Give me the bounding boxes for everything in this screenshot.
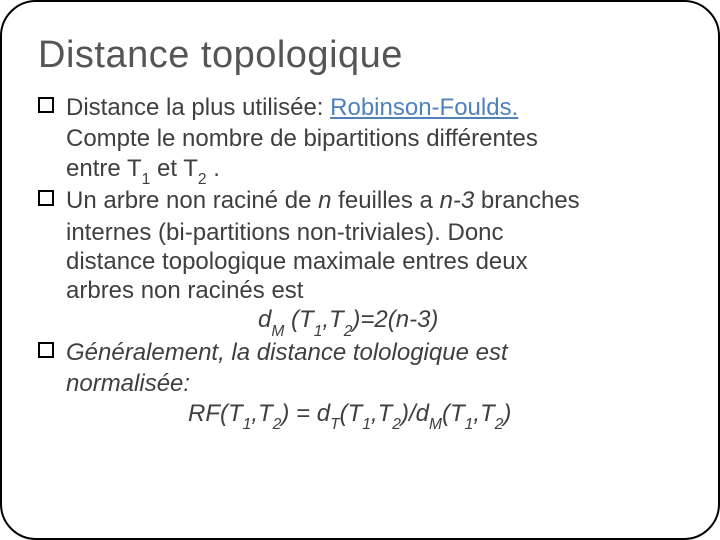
robinson-foulds-link[interactable]: Robinson-Foulds.: [330, 94, 518, 121]
b1-l3-end: .: [207, 155, 220, 182]
b3-l1: Généralement, la distance tolologique es…: [66, 339, 508, 366]
f2-s6: 2: [495, 416, 504, 433]
checkbox-icon: [38, 342, 54, 358]
b1-l3-s2: 2: [198, 171, 207, 188]
f1-s1: 1: [314, 323, 323, 340]
bullet-1: Distance la plus utilisée: Robinson-Foul…: [38, 93, 682, 122]
bullet-3: Généralement, la distance tolologique es…: [38, 338, 682, 367]
formula-rf: RF(T1,T2) = dT(T1,T2)/dM(T1,T2): [38, 399, 682, 432]
b2-l1-n: n: [318, 187, 331, 214]
f2-c: ) = d: [281, 400, 330, 427]
f2-s3: 1: [362, 416, 371, 433]
f2-g: (T: [442, 400, 465, 427]
f2-s4: 2: [392, 416, 401, 433]
slide-title: Distance topologique: [38, 34, 682, 77]
slide-frame: Distance topologique Distance la plus ut…: [0, 0, 720, 540]
b1-l3-s1: 1: [142, 171, 151, 188]
f1-M: M: [271, 323, 284, 340]
f1-d: )=2(n-3): [352, 306, 438, 333]
b1-line2-text: Compte le nombre de bipartitions différe…: [66, 125, 538, 152]
b2-l1-n3: n-3: [440, 187, 475, 214]
checkbox-icon: [38, 190, 54, 206]
slide-body: Distance la plus utilisée: Robinson-Foul…: [38, 93, 682, 432]
f1-a: d: [258, 306, 271, 333]
f2-M: M: [429, 416, 442, 433]
f2-a: RF(T: [188, 400, 243, 427]
f2-s2: 2: [273, 416, 282, 433]
b1-l3-mid: et T: [150, 155, 198, 182]
f2-T: T: [330, 416, 340, 433]
f2-s1: 1: [243, 416, 252, 433]
b2-l4: arbres non racinés est: [38, 276, 682, 305]
b2-l1-c: branches: [474, 187, 579, 214]
f1-c: ,T: [322, 306, 343, 333]
b2-l2: internes (bi-partitions non-triviales). …: [38, 218, 682, 247]
f2-i: ): [503, 400, 511, 427]
formula-dm: dM (T1,T2)=2(n-3): [38, 305, 682, 338]
f2-d: (T: [340, 400, 363, 427]
f2-s5: 1: [465, 416, 474, 433]
f2-b: ,T: [251, 400, 272, 427]
b1-l3-pre: entre T: [66, 155, 142, 182]
b2-l1-b: feuilles a: [332, 187, 440, 214]
b1-line3: entre T1 et T2 .: [38, 154, 682, 187]
b3-l2: normalisée:: [38, 369, 682, 398]
f2-h: ,T: [473, 400, 494, 427]
f1-s2: 2: [344, 323, 353, 340]
checkbox-icon: [38, 97, 54, 113]
f1-b: (T: [284, 306, 313, 333]
bullet-2: Un arbre non raciné de n feuilles a n-3 …: [38, 186, 682, 215]
b2-l3: distance topologique maximale entres deu…: [38, 247, 682, 276]
f2-e: ,T: [371, 400, 392, 427]
b1-line2: Compte le nombre de bipartitions différe…: [38, 124, 682, 153]
b2-l1-a: Un arbre non raciné de: [66, 187, 318, 214]
f2-f: )/d: [401, 400, 429, 427]
b1-text-lead: Distance la plus utilisée:: [66, 94, 330, 121]
